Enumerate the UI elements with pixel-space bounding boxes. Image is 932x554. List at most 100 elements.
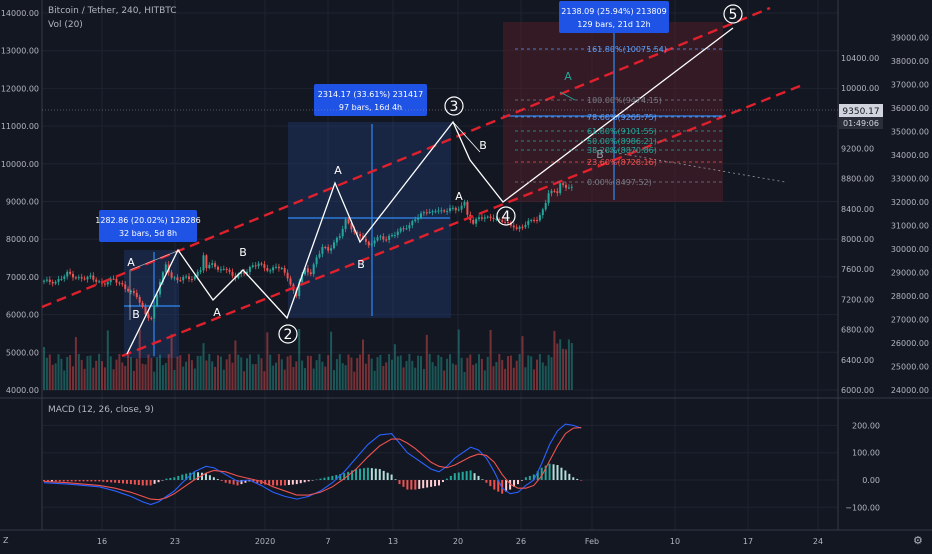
candle-body: [338, 236, 341, 238]
macd-histogram-bar: [481, 479, 484, 480]
candle-body: [86, 276, 89, 280]
macd-axis-tick: 100.00: [852, 449, 880, 458]
macd-histogram-bar: [46, 480, 49, 482]
volume-bar: [440, 356, 443, 390]
candle-body: [251, 265, 254, 267]
volume-bar: [489, 330, 492, 390]
candle-body: [483, 217, 486, 219]
candle-body: [567, 187, 570, 189]
volume-bar: [69, 355, 72, 390]
volume-bar: [425, 334, 428, 390]
volume-bar: [254, 364, 257, 390]
volume-bar: [217, 355, 219, 390]
candle-body: [69, 271, 72, 274]
volume-axis-tick: 32000.00: [891, 198, 929, 207]
channel-lower: [121, 84, 801, 358]
volume-bar: [437, 354, 440, 390]
candle-body: [83, 278, 86, 280]
symbol-title[interactable]: Bitcoin / Tether, 240, HITBTC: [48, 6, 177, 16]
macd-histogram-bar: [295, 480, 298, 485]
volume-axis-tick: 27000.00: [891, 316, 929, 325]
candle-body: [402, 228, 405, 230]
volume-bar: [295, 361, 298, 390]
candle-body: [449, 208, 451, 211]
macd-histogram-bar: [62, 480, 65, 482]
macd-indicator-label[interactable]: MACD (12, 26, close, 9): [48, 405, 154, 415]
volume-indicator-label[interactable]: Vol (20): [48, 20, 83, 30]
macd-histogram-bar: [212, 477, 215, 480]
candle-body: [518, 226, 521, 229]
macd-pane: [43, 423, 583, 506]
volume-bar: [359, 354, 362, 390]
macd-histogram-bar: [339, 474, 342, 480]
volume-bar: [321, 361, 324, 390]
candle-body: [190, 279, 193, 281]
candle-body: [315, 257, 318, 265]
candle-body: [544, 202, 547, 210]
volume-bar: [518, 354, 521, 390]
right-axis-tick: 7200.00: [841, 295, 874, 304]
right-axis-tick: 10400.00: [841, 54, 879, 63]
wave-label-3: 3: [450, 99, 459, 115]
macd-histogram-bar: [426, 480, 429, 488]
fib-levels: 161.80%(10075.54) 100.00%(9474.15) 78.60%(…: [515, 45, 722, 187]
candle-body: [179, 280, 182, 282]
volume-bar: [161, 365, 164, 390]
candle-body: [428, 212, 431, 214]
candle-body: [161, 272, 164, 283]
candle-body: [260, 263, 263, 265]
volume-axis-tick: 39000.00: [891, 34, 929, 43]
candle-body: [147, 314, 150, 318]
volume-bar: [376, 357, 379, 390]
volume-bar: [501, 359, 504, 390]
volume-bar: [205, 360, 208, 390]
macd-histogram-bar: [477, 475, 480, 480]
left-axis-tick: 9000.00: [6, 198, 39, 207]
macd-histogram-bar: [422, 480, 425, 489]
volume-bar: [280, 359, 283, 390]
volume-bar: [420, 356, 422, 390]
macd-histogram-bar: [465, 471, 468, 480]
macd-histogram-bar: [544, 465, 547, 480]
volume-bar: [106, 330, 109, 390]
macd-histogram-bar: [177, 475, 180, 480]
volume-axis-tick: 29000.00: [891, 269, 929, 278]
volume-bar: [356, 358, 359, 390]
candle-body: [495, 218, 498, 220]
settings-gear-icon[interactable]: ⚙: [913, 534, 923, 547]
macd-histogram-bar: [193, 471, 196, 480]
right-axis-tick: 7600.00: [841, 265, 874, 274]
macd-histogram-bar: [489, 480, 492, 487]
volume-bar: [315, 360, 318, 390]
wave-letter-B-5: B: [357, 258, 365, 271]
timezone-button[interactable]: Z: [3, 536, 9, 545]
wave-letter-B-7: B: [479, 139, 487, 152]
volume-bar: [565, 349, 567, 390]
macd-histogram-bar: [303, 480, 306, 483]
right-axis-tick: 6000.00: [841, 386, 874, 395]
candle-body: [45, 279, 48, 281]
volume-bar: [170, 334, 173, 390]
candle-body: [382, 236, 385, 240]
measure-3-box: [559, 1, 669, 33]
volume-bar: [257, 354, 260, 390]
candle-body: [454, 207, 457, 211]
volume-bar: [446, 358, 449, 390]
macd-histogram-bar: [272, 480, 275, 486]
volume-bar: [66, 356, 69, 390]
candle-body: [127, 288, 130, 292]
candle-body: [248, 266, 251, 272]
volume-bar: [121, 362, 124, 390]
volume-bar: [86, 356, 89, 390]
measure-zones: [124, 22, 723, 358]
macd-axis-tick: 200.00: [852, 421, 880, 430]
candle-body: [478, 217, 480, 219]
candle-body: [353, 229, 356, 233]
candle-body: [318, 253, 321, 258]
candle-body: [364, 238, 367, 242]
subwave-line-3b: [452, 121, 481, 153]
macd-histogram-bar: [524, 477, 527, 480]
candle-body: [109, 278, 112, 283]
macd-histogram-bar: [149, 480, 152, 486]
